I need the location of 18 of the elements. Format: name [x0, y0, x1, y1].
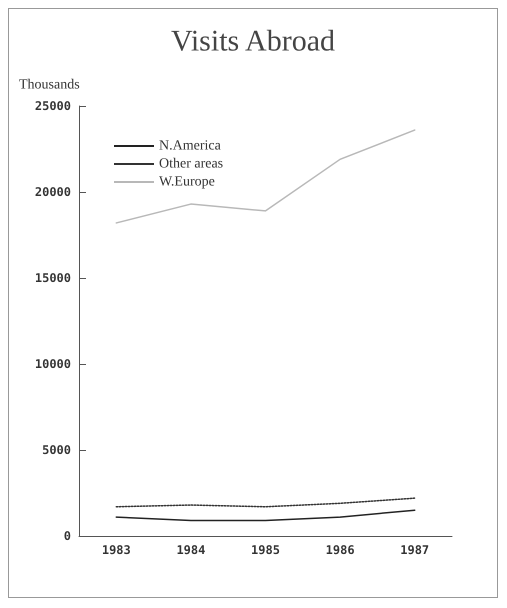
- y-tick-label: 20000: [34, 185, 71, 199]
- x-tick-label: 1986: [326, 543, 355, 557]
- y-tick-label: 15000: [34, 271, 71, 285]
- chart-title: Visits Abroad: [170, 24, 336, 58]
- y-tick-label: 25000: [34, 99, 71, 113]
- y-tick-label: 5000: [42, 443, 71, 457]
- line-series: [116, 129, 416, 224]
- legend-label: Other areas: [159, 156, 224, 172]
- x-tick-label: 1987: [400, 543, 430, 557]
- line-series: [116, 497, 416, 508]
- x-tick-label: 1983: [102, 543, 131, 557]
- y-tick-label: 10000: [34, 357, 71, 371]
- y-axis-title: Thousands: [19, 78, 80, 92]
- legend-label: W.Europe: [159, 174, 215, 190]
- y-tick-label: 0: [64, 529, 71, 543]
- x-tick-label: 1985: [251, 543, 280, 557]
- legend-label: N.America: [159, 138, 222, 154]
- x-tick-label: 1984: [176, 543, 206, 557]
